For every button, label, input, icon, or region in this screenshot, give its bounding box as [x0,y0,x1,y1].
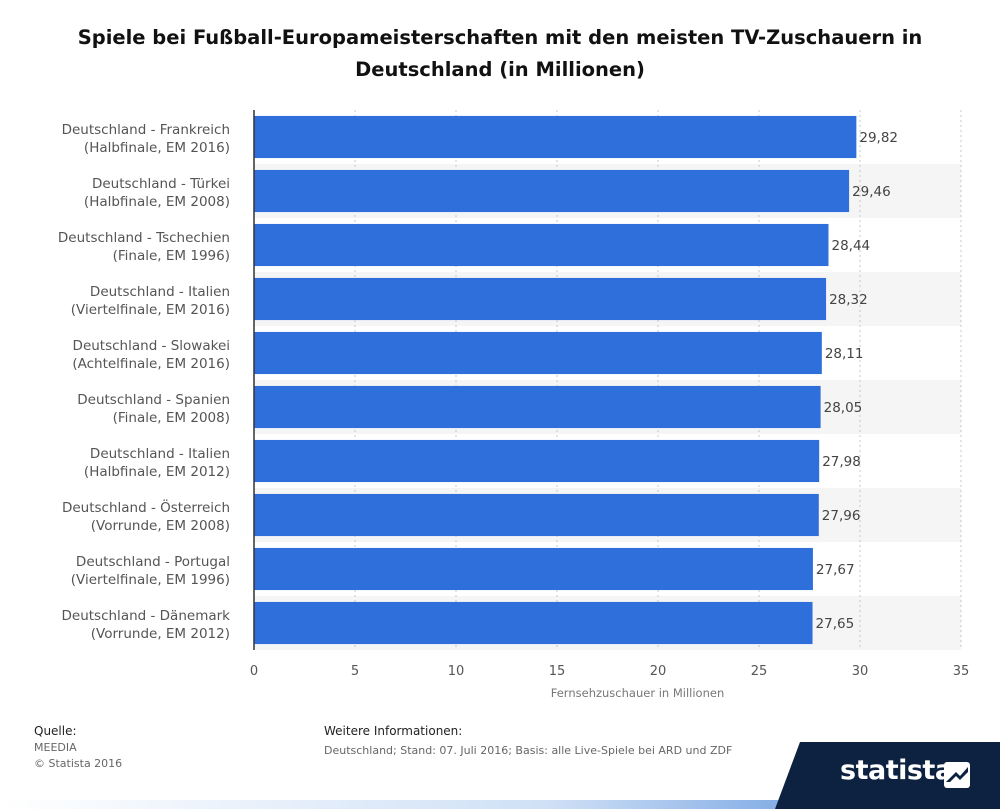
category-label: Deutschland - Tschechien (Finale, EM 1996… [58,230,230,264]
category-label-line: Deutschland - Tschechien [58,230,230,246]
bar [254,547,813,591]
source-line[interactable]: © Statista 2016 [34,757,123,770]
category-label-line: Deutschland - Spanien [77,392,230,408]
category-label: Deutschland - Spanien (Finale, EM 2008) [77,392,230,426]
bar [254,385,821,429]
bar [254,115,857,159]
info-heading: Weitere Informationen: [324,724,463,738]
x-tick-label: 0 [250,664,258,679]
value-label: 28,11 [825,346,864,362]
category-label-line: Deutschland - Slowakei [73,338,230,354]
category-label: Deutschland - Portugal (Viertelfinale, EM… [71,554,230,588]
brand-gradient-bar [0,800,1000,809]
category-labels: Deutschland - Frankreich (Halbfinale, EM … [58,122,230,642]
bar [254,493,819,537]
bars [254,115,857,645]
category-label-line: Deutschland - Dänemark [62,608,231,624]
value-label: 27,67 [816,562,855,578]
category-label-line: (Vorrunde, EM 2008) [91,518,230,534]
category-label-line: (Viertelfinale, EM 2016) [71,302,230,318]
category-label: Deutschland - Slowakei (Achtelfinale, EM … [72,338,230,372]
value-label: 27,96 [822,508,861,524]
chart-title: Spiele bei Fußball-Europameisterschaften… [77,26,923,81]
category-label-line: Deutschland - Frankreich [62,122,230,138]
x-tick-label: 15 [549,664,566,679]
x-tick-label: 20 [650,664,667,679]
category-label-line: Deutschland - Italien [90,284,230,300]
value-label: 27,65 [816,616,855,632]
bar [254,277,827,321]
category-label: Deutschland - Italien (Viertelfinale, EM … [71,284,230,318]
category-label-line: (Halbfinale, EM 2008) [84,194,230,210]
value-label: 27,98 [822,454,861,470]
category-label-line: (Viertelfinale, EM 1996) [71,572,230,588]
value-labels: 29,82 29,46 28,44 28,32 28,11 28,05 27,98 27,96… [816,130,898,632]
source-heading: Quelle: [34,724,77,738]
category-label-line: (Halbfinale, EM 2016) [84,140,230,156]
category-label-line: (Finale, EM 1996) [113,248,230,264]
category-label: Deutschland - Österreich (Vorrunde, EM 20… [62,498,230,534]
value-label: 28,05 [824,400,863,416]
category-label-line: Deutschland - Italien [90,446,230,462]
category-label: Deutschland - Türkei (Halbfinale, EM 2008… [84,176,230,210]
bar [254,601,813,645]
category-label-line: (Achtelfinale, EM 2016) [72,356,230,372]
x-tick-labels: 0 5 10 15 20 25 30 35 [250,664,969,679]
bar [254,169,850,213]
source-body: MEEDIA © Statista 2016 [34,740,122,772]
category-label: Deutschland - Frankreich (Halbfinale, EM … [62,122,230,156]
value-label: 29,46 [852,184,891,200]
category-label: Deutschland - Italien (Halbfinale, EM 201… [84,446,230,480]
category-label-line: (Halbfinale, EM 2012) [84,464,230,480]
bar [254,331,822,375]
category-label-line: (Vorrunde, EM 2012) [91,626,230,642]
x-tick-label: 35 [953,664,970,679]
value-label: 28,44 [831,238,870,254]
category-label-line: Deutschland - Österreich [62,498,230,516]
x-tick-label: 30 [852,664,869,679]
category-label: Deutschland - Dänemark (Vorrunde, EM 2012… [62,608,231,642]
x-tick-label: 5 [351,664,359,679]
x-tick-label: 10 [448,664,465,679]
statista-logo-text[interactable]: statista [840,755,953,786]
source-line: MEEDIA [34,741,77,754]
statista-logo-icon[interactable] [944,762,970,788]
bar [254,439,820,483]
x-axis-label: Fernsehzuschauer in Millionen [551,686,724,700]
value-label: 28,32 [829,292,868,308]
x-tick-label: 25 [751,664,768,679]
category-label-line: (Finale, EM 2008) [113,410,230,426]
info-body: Deutschland; Stand: 07. Juli 2016; Basis… [324,744,733,757]
brand-wedge [775,742,800,809]
category-label-line: Deutschland - Türkei [92,176,230,192]
value-label: 29,82 [859,130,898,146]
bar [254,223,829,267]
category-label-line: Deutschland - Portugal [76,554,230,570]
